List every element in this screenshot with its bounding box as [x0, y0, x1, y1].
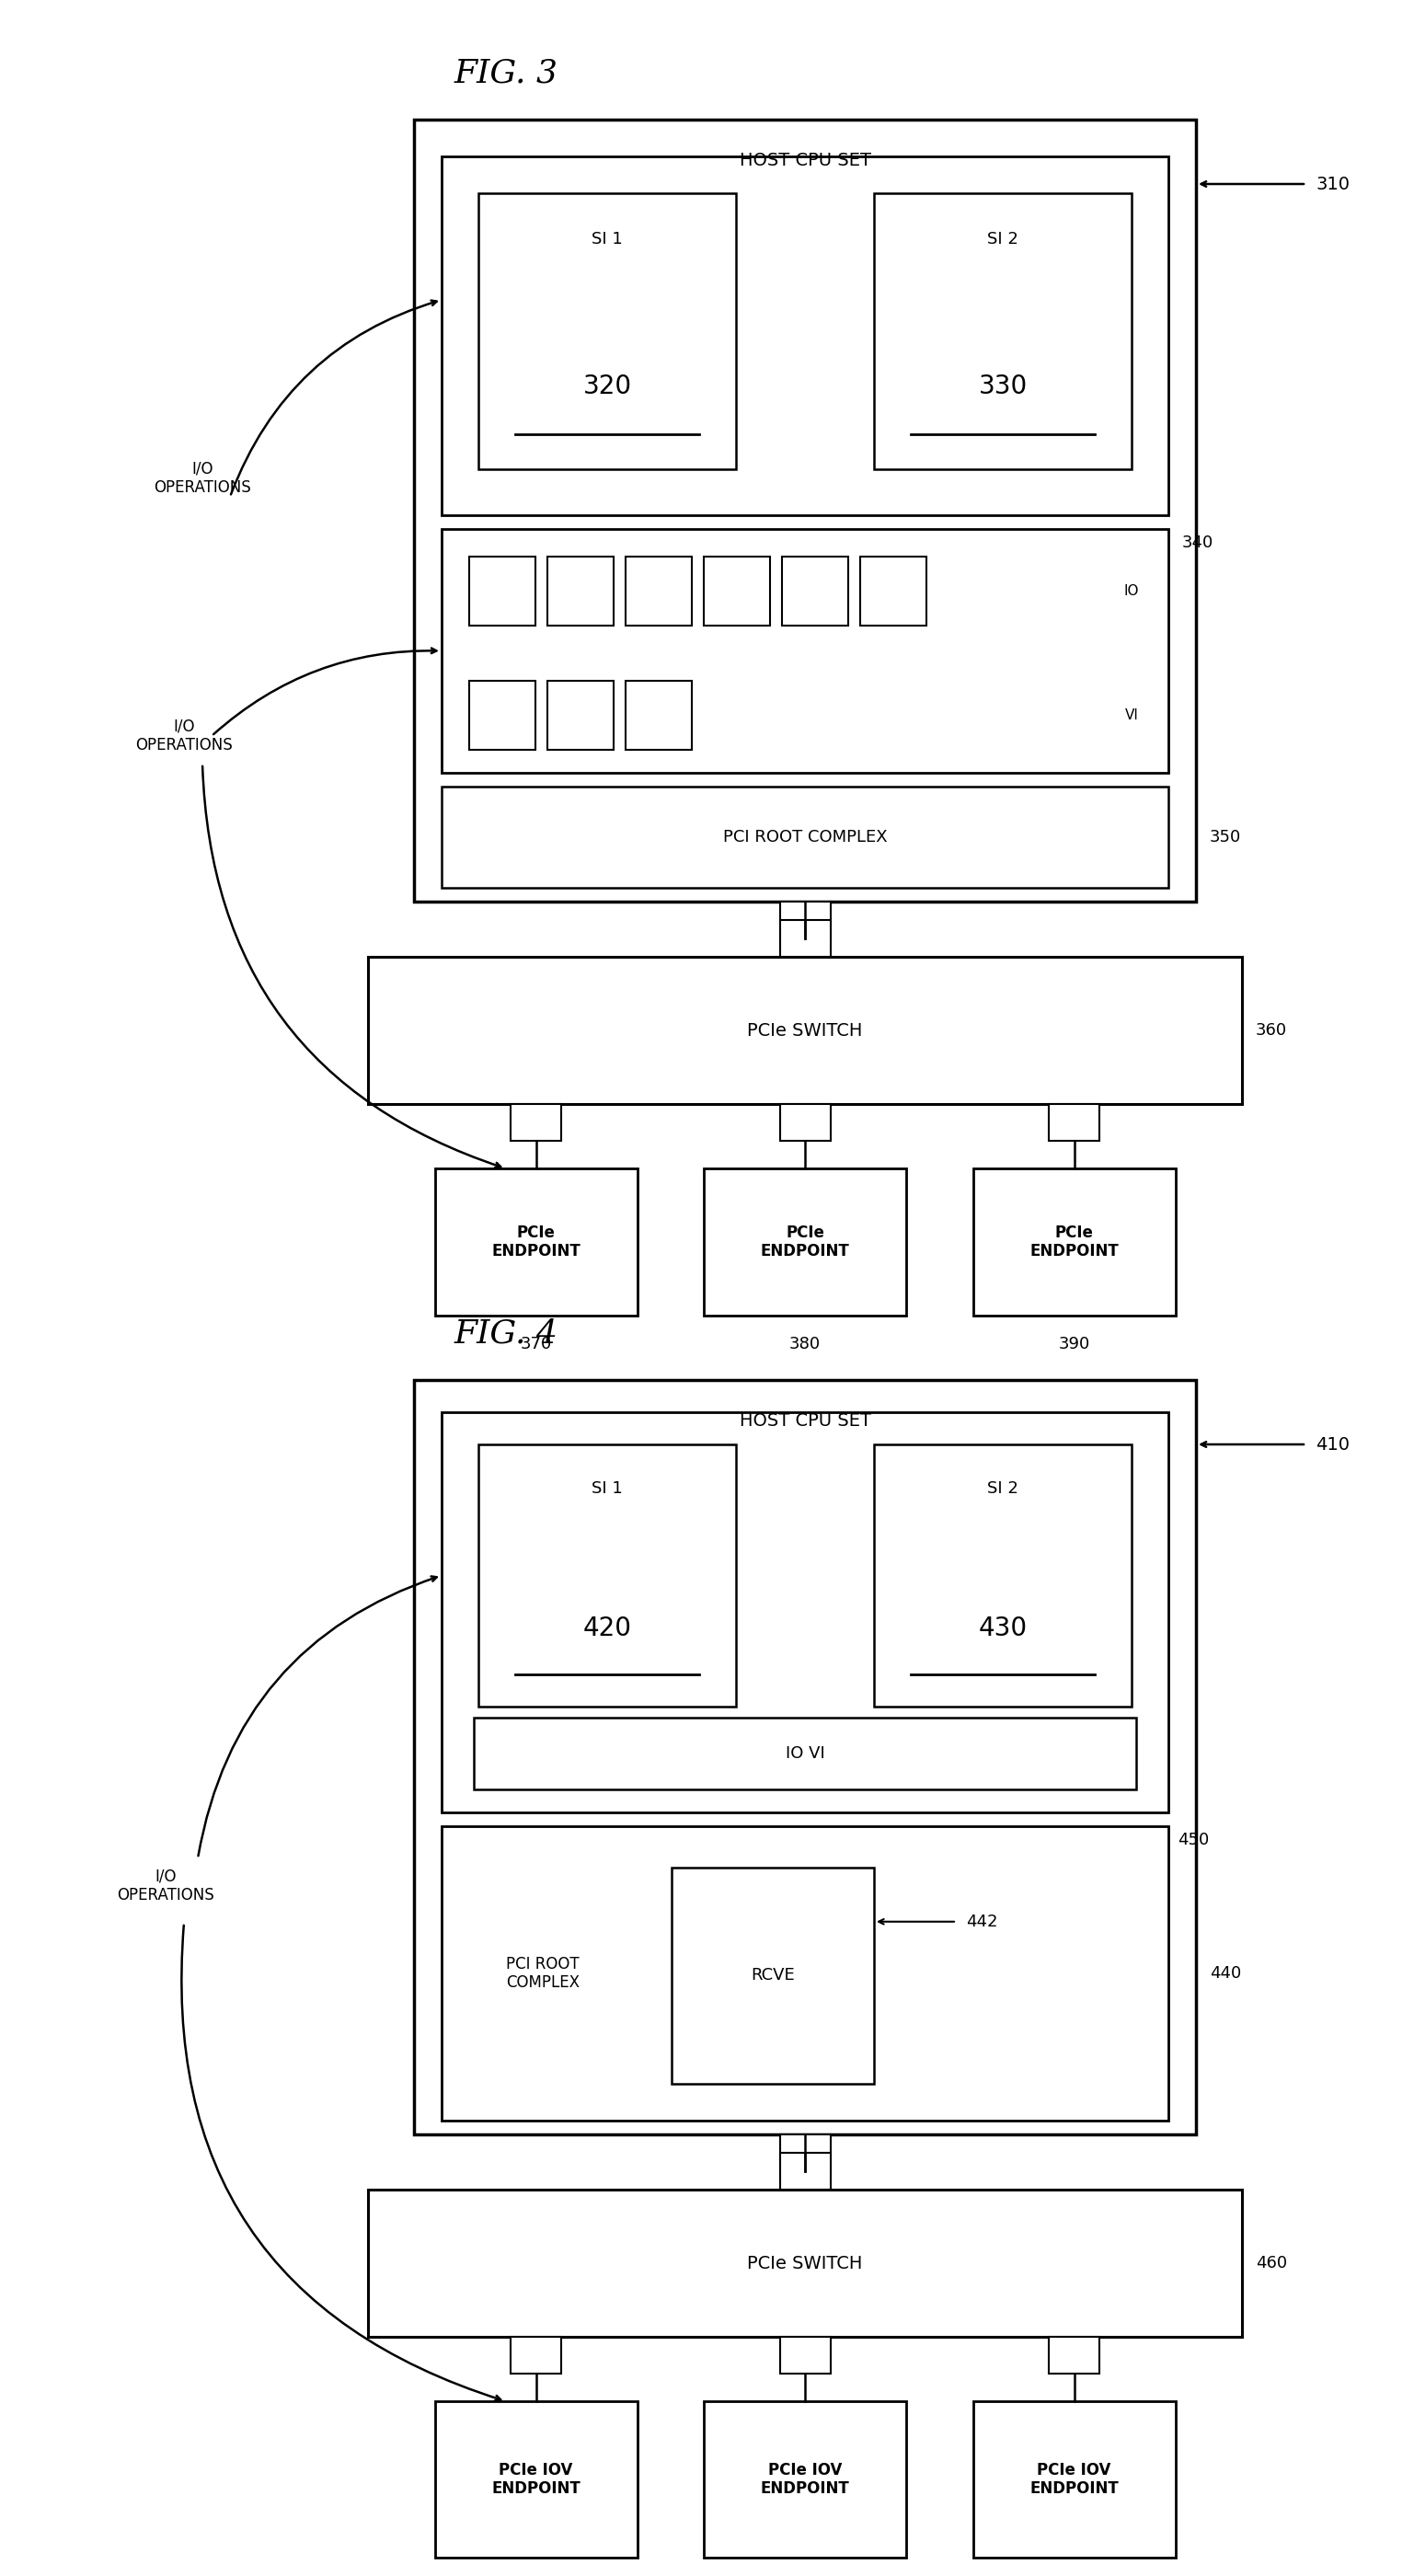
- Bar: [510, 1105, 561, 1141]
- Bar: [441, 1412, 1168, 1814]
- Bar: [672, 1868, 874, 2084]
- Text: 450: 450: [1178, 1832, 1209, 1850]
- Text: PCIe
ENDPOINT: PCIe ENDPOINT: [761, 1224, 850, 1260]
- Bar: [434, 1170, 638, 1316]
- Bar: [441, 1826, 1168, 2120]
- Text: 460: 460: [1256, 2254, 1287, 2272]
- Bar: [474, 1718, 1137, 1790]
- Text: PCIe IOV
ENDPOINT: PCIe IOV ENDPOINT: [492, 2463, 580, 2496]
- Text: VI: VI: [1124, 708, 1138, 721]
- Text: 390: 390: [1058, 1337, 1090, 1352]
- Bar: [441, 786, 1168, 889]
- Bar: [625, 556, 691, 626]
- Text: 410: 410: [1315, 1435, 1349, 1453]
- Bar: [510, 2336, 561, 2372]
- Text: HOST CPU SET: HOST CPU SET: [740, 152, 871, 170]
- Bar: [874, 193, 1131, 469]
- Bar: [779, 902, 830, 938]
- Text: FIG. 4: FIG. 4: [454, 1319, 559, 1350]
- Text: HOST CPU SET: HOST CPU SET: [740, 1412, 871, 1430]
- Bar: [704, 2401, 906, 2558]
- Bar: [414, 118, 1196, 902]
- Bar: [434, 2401, 638, 2558]
- Text: SI 1: SI 1: [591, 232, 622, 247]
- Text: 320: 320: [583, 374, 632, 399]
- Bar: [441, 157, 1168, 515]
- Bar: [874, 1445, 1131, 1705]
- Text: 370: 370: [520, 1337, 551, 1352]
- Bar: [478, 193, 735, 469]
- Text: IO VI: IO VI: [785, 1747, 824, 1762]
- Bar: [782, 556, 848, 626]
- Text: 360: 360: [1256, 1023, 1287, 1038]
- Text: 430: 430: [978, 1615, 1027, 1641]
- Text: I/O
OPERATIONS: I/O OPERATIONS: [136, 719, 233, 755]
- Bar: [1049, 1105, 1099, 1141]
- Text: 310: 310: [1315, 175, 1349, 193]
- Text: SI 1: SI 1: [591, 1481, 622, 1497]
- Text: PCIe IOV
ENDPOINT: PCIe IOV ENDPOINT: [1029, 2463, 1118, 2496]
- Text: RCVE: RCVE: [751, 1968, 795, 1984]
- Bar: [478, 1445, 735, 1705]
- Bar: [973, 1170, 1175, 1316]
- Text: PCIe IOV
ENDPOINT: PCIe IOV ENDPOINT: [761, 2463, 850, 2496]
- Text: 340: 340: [1182, 536, 1213, 551]
- Bar: [860, 556, 926, 626]
- Bar: [779, 2154, 830, 2190]
- Text: 440: 440: [1210, 1965, 1241, 1981]
- Text: PCI ROOT
COMPLEX: PCI ROOT COMPLEX: [506, 1955, 580, 1991]
- Text: PCIe SWITCH: PCIe SWITCH: [748, 2254, 863, 2272]
- Bar: [368, 2190, 1241, 2336]
- Text: PCI ROOT COMPLEX: PCI ROOT COMPLEX: [723, 829, 887, 845]
- Text: PCIe SWITCH: PCIe SWITCH: [748, 1023, 863, 1038]
- Text: 420: 420: [583, 1615, 632, 1641]
- Bar: [414, 1381, 1196, 2136]
- Bar: [779, 2136, 830, 2172]
- Bar: [625, 680, 691, 750]
- Bar: [779, 920, 830, 956]
- Text: IO: IO: [1124, 585, 1140, 598]
- Bar: [704, 1170, 906, 1316]
- Bar: [547, 556, 614, 626]
- Text: PCIe
ENDPOINT: PCIe ENDPOINT: [492, 1224, 580, 1260]
- Text: I/O
OPERATIONS: I/O OPERATIONS: [154, 461, 252, 497]
- Text: SI 2: SI 2: [987, 232, 1018, 247]
- Bar: [547, 680, 614, 750]
- Text: SI 2: SI 2: [987, 1481, 1018, 1497]
- Text: 350: 350: [1210, 829, 1241, 845]
- Text: FIG. 3: FIG. 3: [454, 57, 559, 90]
- Bar: [779, 1105, 830, 1141]
- Bar: [469, 680, 536, 750]
- Bar: [441, 528, 1168, 773]
- Text: PCIe
ENDPOINT: PCIe ENDPOINT: [1029, 1224, 1118, 1260]
- Bar: [1049, 2336, 1099, 2372]
- Bar: [973, 2401, 1175, 2558]
- Bar: [704, 556, 771, 626]
- Text: 330: 330: [978, 374, 1027, 399]
- Bar: [779, 2336, 830, 2372]
- Text: 380: 380: [789, 1337, 820, 1352]
- Bar: [469, 556, 536, 626]
- Text: I/O
OPERATIONS: I/O OPERATIONS: [117, 1868, 215, 1904]
- Text: 442: 442: [966, 1914, 998, 1929]
- Bar: [368, 956, 1241, 1105]
